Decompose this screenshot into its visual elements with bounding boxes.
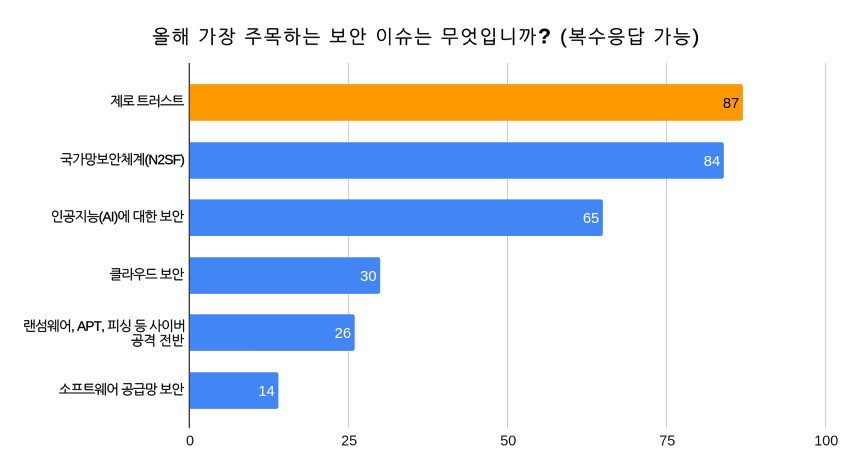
svg-text:14: 14 (258, 384, 274, 400)
svg-text:75: 75 (659, 434, 675, 450)
svg-text:30: 30 (360, 269, 376, 285)
svg-text:50: 50 (500, 434, 516, 450)
svg-text:26: 26 (335, 326, 351, 342)
svg-text:84: 84 (704, 154, 720, 170)
svg-text:65: 65 (583, 211, 599, 227)
svg-text:87: 87 (723, 96, 739, 112)
svg-text:100: 100 (814, 434, 838, 450)
svg-text:25: 25 (341, 434, 357, 450)
svg-text:0: 0 (186, 434, 194, 450)
